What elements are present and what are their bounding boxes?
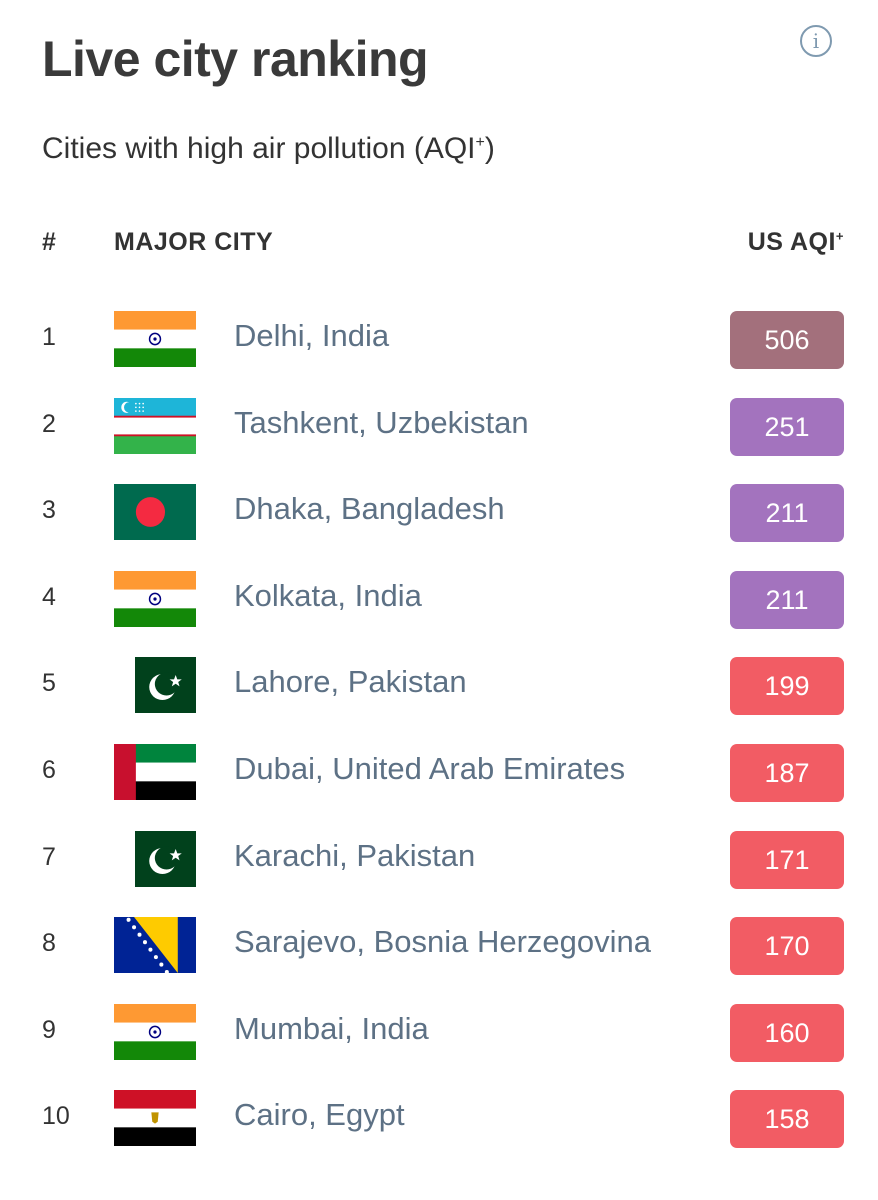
uae-flag-icon [114,744,196,800]
rank-number: 1 [42,323,56,351]
column-header-aqi: US AQI+ [747,228,844,256]
aqi-badge: 187 [730,744,844,802]
bangladesh-flag-icon [114,484,196,540]
rank-number: 4 [42,583,56,611]
city-link[interactable]: Tashkent, Uzbekistan [234,405,529,440]
page-title: Live city ranking [42,31,429,87]
column-header-rank: # [42,228,57,256]
rank-number: 3 [42,496,56,524]
ranking-row[interactable]: 5 Lahore, Pakistan 199 [0,643,878,729]
aqi-badge: 251 [730,398,844,456]
aqi-badge: 171 [730,831,844,889]
city-link[interactable]: Dubai, United Arab Emirates [234,751,626,786]
aqi-badge: 211 [730,571,844,629]
city-link[interactable]: Lahore, Pakistan [234,664,467,699]
aqi-badge: 506 [730,311,844,369]
ranking-row[interactable]: 1 Delhi, India 506 [0,297,878,383]
aqi-badge: 158 [730,1090,844,1148]
ranking-row[interactable]: 8 Sarajevo, Bosnia Herzegovina 170 [0,903,878,989]
uzbekistan-flag-icon [114,398,196,454]
india-flag-icon [114,311,196,367]
pakistan-flag-icon [135,657,196,713]
column-header-city: MAJOR CITY [114,228,274,256]
rank-number: 2 [42,410,56,438]
aqi-badge: 199 [730,657,844,715]
aqi-badge: 211 [730,484,844,542]
india-flag-icon [114,571,196,627]
rank-number: 10 [42,1102,70,1130]
ranking-row[interactable]: 6 Dubai, United Arab Emirates 187 [0,730,878,816]
egypt-flag-icon [114,1090,196,1146]
rank-number: 7 [42,843,56,871]
city-link[interactable]: Dhaka, Bangladesh [234,491,505,526]
city-link[interactable]: Karachi, Pakistan [234,838,476,873]
ranking-row[interactable]: 7 Karachi, Pakistan 171 [0,817,878,903]
rank-number: 5 [42,669,56,697]
ranking-row[interactable]: 4 Kolkata, India 211 [0,557,878,643]
aqi-badge: 160 [730,1004,844,1062]
city-link[interactable]: Delhi, India [234,318,390,353]
page-subtitle: Cities with high air pollution (AQI+) [42,132,495,165]
city-link[interactable]: Mumbai, India [234,1011,429,1046]
pakistan-flag-icon [135,831,196,887]
city-link[interactable]: Cairo, Egypt [234,1097,405,1132]
rank-number: 8 [42,929,56,957]
aqi-badge: 170 [730,917,844,975]
ranking-row[interactable]: 2 Tashkent, Uzbekistan 251 [0,384,878,470]
city-link[interactable]: Kolkata, India [234,578,422,613]
rank-number: 9 [42,1016,56,1044]
ranking-row[interactable]: 9 Mumbai, India 160 [0,990,878,1076]
info-icon[interactable]: i [800,25,832,57]
ranking-row[interactable]: 3 Dhaka, Bangladesh 211 [0,470,878,556]
city-link[interactable]: Sarajevo, Bosnia Herzegovina [234,924,652,959]
india-flag-icon [114,1004,196,1060]
rank-number: 6 [42,756,56,784]
ranking-row[interactable]: 10 Cairo, Egypt 158 [0,1076,878,1162]
bosnia-flag-icon [114,917,196,973]
